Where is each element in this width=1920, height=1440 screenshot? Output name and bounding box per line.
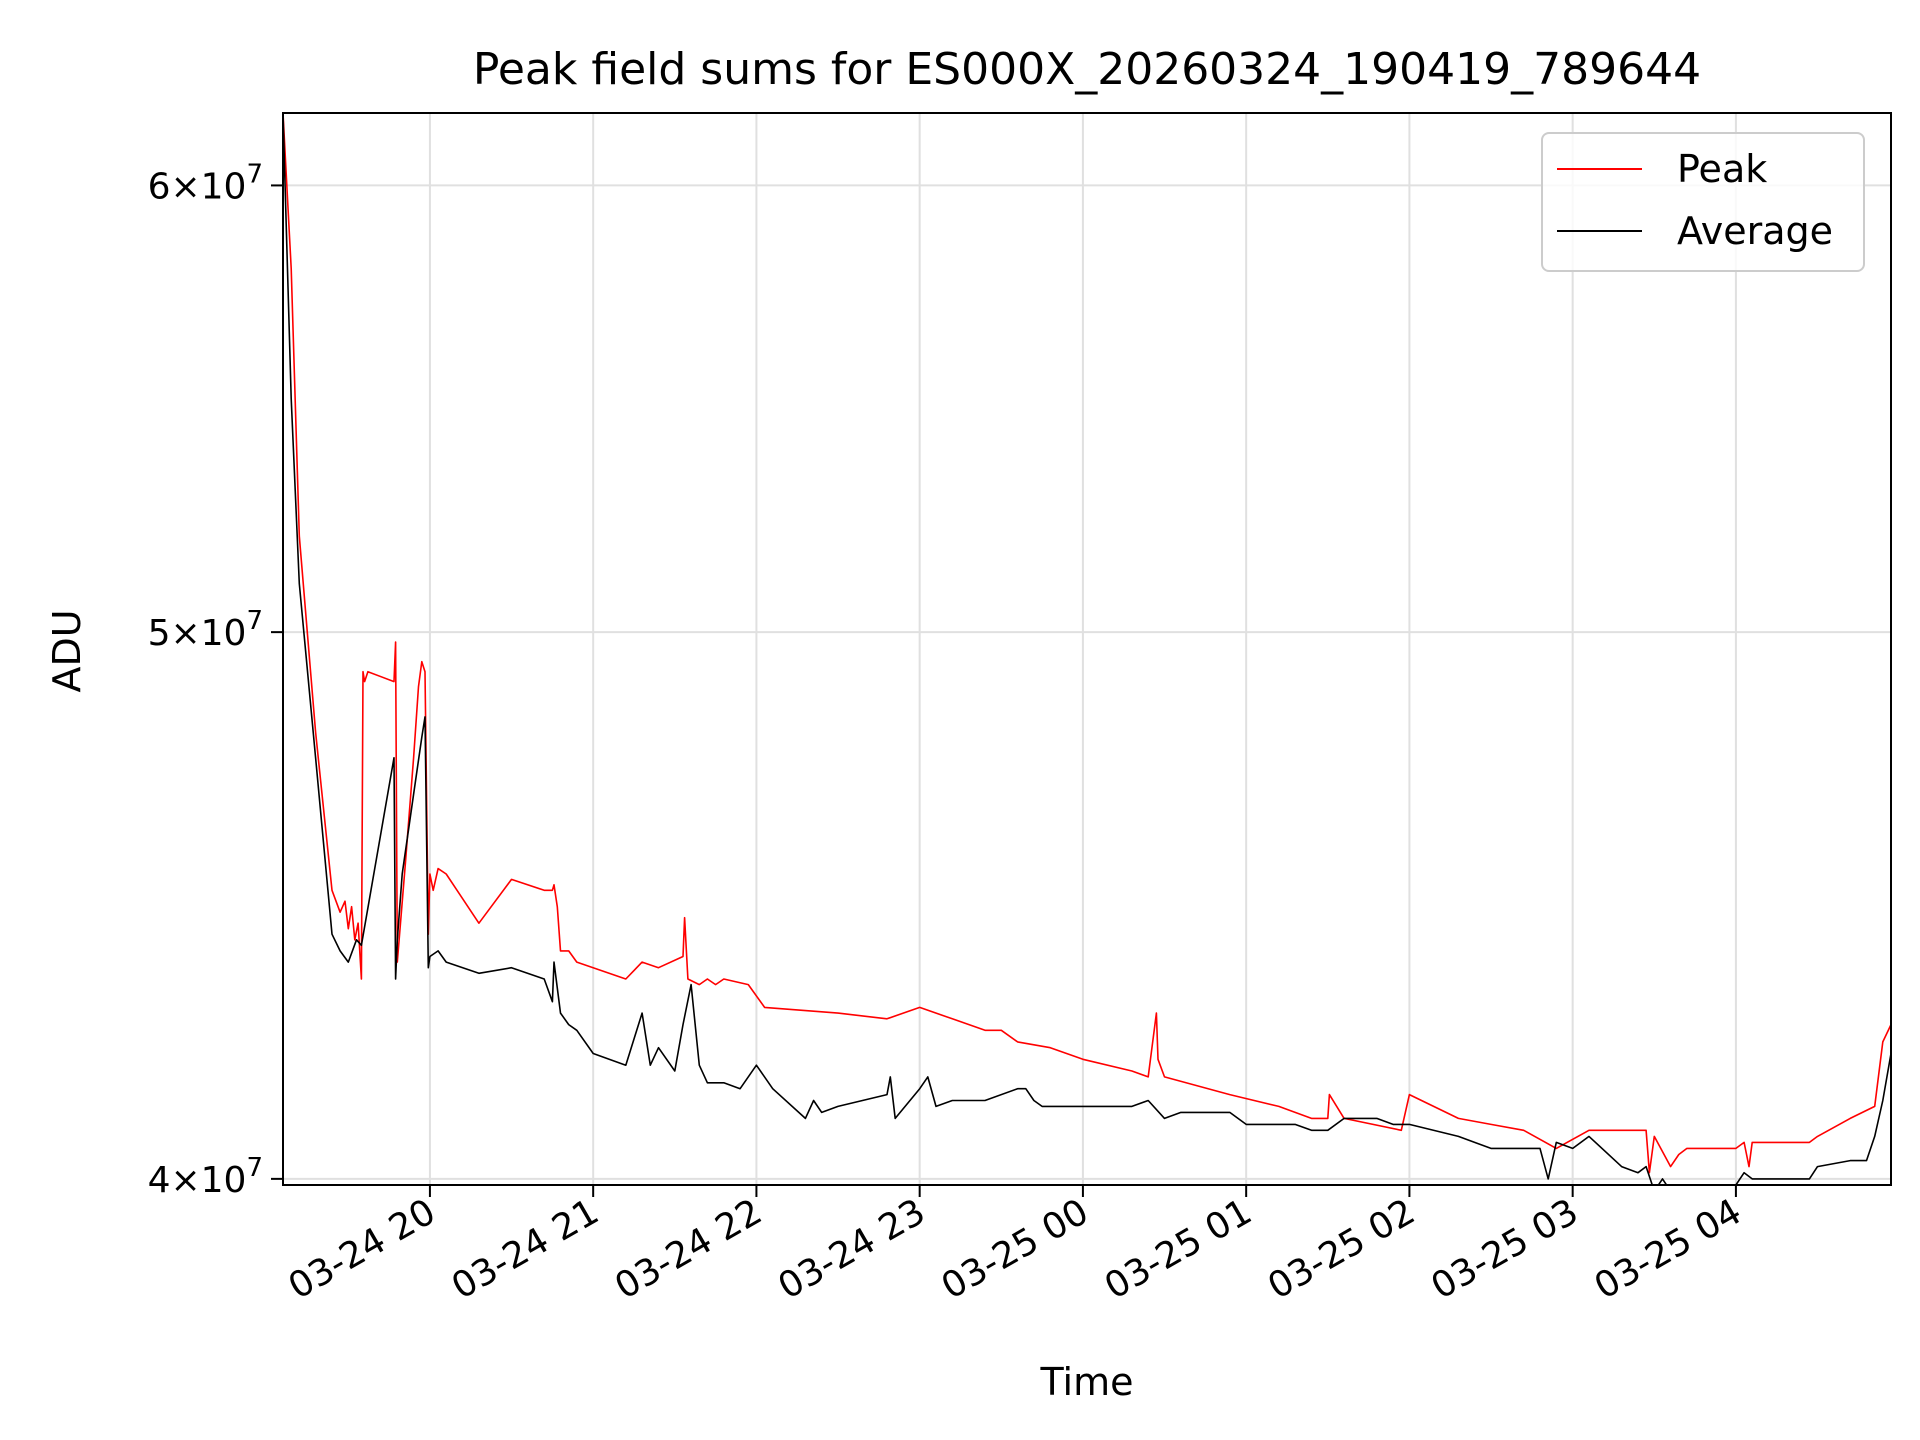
grid xyxy=(283,113,1891,1185)
y-axis: 4×107 5×107 6×107 xyxy=(148,159,283,1201)
y-tick-label: 5×107 xyxy=(148,606,263,654)
x-axis-label: Time xyxy=(1040,1360,1134,1404)
legend-label-average: Average xyxy=(1677,209,1833,253)
legend-box xyxy=(1541,132,1865,272)
legend: Peak Average xyxy=(1541,132,1865,272)
series-line-peak xyxy=(283,113,1891,1174)
y-tick-label: 6×107 xyxy=(148,159,263,207)
plot-frame xyxy=(282,112,1892,1186)
series-line-average xyxy=(283,113,1891,1185)
series-layer xyxy=(283,113,1891,1185)
y-tick-label: 4×107 xyxy=(148,1153,263,1201)
y-axis-label: ADU xyxy=(45,609,89,692)
chart-title: Peak field sums for ES000X_20260324_1904… xyxy=(473,44,1701,95)
legend-label-peak: Peak xyxy=(1677,147,1767,191)
